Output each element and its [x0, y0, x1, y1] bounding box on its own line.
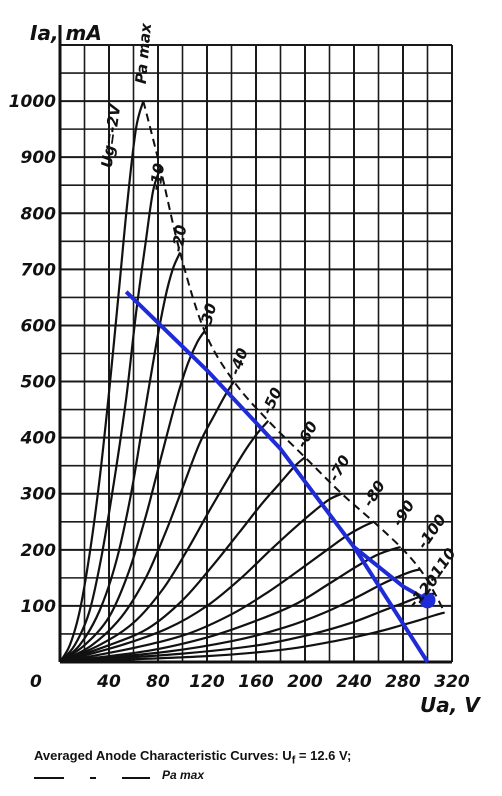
pa-max-legend: Pa max: [34, 768, 334, 788]
curve-label: -20: [169, 224, 191, 253]
legend-dash-2: [90, 777, 96, 779]
curve-120: [59, 611, 445, 664]
curve-80: [59, 520, 375, 664]
load-line-group: [124, 290, 436, 664]
curve-40: [59, 380, 235, 663]
x-tick-label: 0: [30, 672, 42, 692]
curve-50: [59, 420, 270, 664]
curve-label: -60: [293, 418, 322, 450]
curve-10: [59, 168, 162, 663]
load-line: [124, 290, 429, 603]
x-tick-label: 320: [434, 672, 470, 692]
pa-max-legend-label: Pa max: [162, 768, 205, 782]
x-tick-label: 200: [287, 672, 323, 692]
x-tick-label: 120: [189, 672, 225, 692]
curve-label: -30: [196, 301, 220, 332]
y-tick-label: 200: [21, 541, 57, 561]
x-tick-label: 160: [238, 672, 274, 692]
x-tick-label: 80: [146, 672, 170, 692]
load-line-lower: [352, 545, 430, 664]
x-tick-label: 240: [336, 672, 372, 692]
anode-characteristics-chart: 0 40 80 120 160 200 240 280 320 100 200 300 400 500 60…: [9, 21, 482, 717]
curve-90: [59, 545, 401, 664]
y-tick-label: 1000: [9, 92, 56, 112]
grid: [59, 44, 453, 662]
curve-60: [59, 456, 306, 664]
chart-caption: Averaged Anode Characteristic Curves: Uf…: [34, 748, 494, 767]
curve-label: Ug=-2V: [98, 102, 125, 169]
curve-group: [59, 100, 445, 664]
y-tick-label: 100: [21, 597, 57, 617]
pa-max-curve: [142, 100, 446, 614]
y-tick-label: 500: [21, 373, 57, 393]
curve-label: -50: [258, 385, 286, 417]
curve-20: [59, 252, 182, 663]
pa-max-curve-label: Pa max: [132, 21, 155, 84]
y-tick-label: 600: [21, 316, 57, 336]
pa-max-curve-group: [142, 100, 446, 614]
curve-label: -10: [147, 162, 169, 191]
y-tick-label: 300: [21, 485, 57, 505]
curve-label: -80: [359, 477, 389, 510]
legend-dash-1: [34, 777, 64, 779]
x-tick-label: 40: [96, 672, 121, 692]
caption-lead: Averaged Anode Characteristic Curves: U: [34, 748, 292, 763]
x-axis-label: Ua, V: [420, 693, 481, 717]
curve-ug2v: [59, 100, 145, 663]
tick-labels: 0 40 80 120 160 200 240 280 320 100 200 300 400 500 60…: [9, 92, 470, 692]
y-tick-label: 900: [21, 148, 57, 168]
y-axis-label: Ia, mA: [30, 21, 102, 45]
curve-label: -90: [389, 497, 419, 530]
curve-100: [59, 568, 421, 664]
y-tick-label: 700: [21, 260, 57, 280]
caption-subscript: f: [291, 754, 296, 767]
axes: [58, 25, 452, 664]
operating-point: [419, 592, 436, 609]
curve-30: [59, 330, 206, 663]
caption-tail: = 12.6 V;: [295, 748, 352, 763]
legend-dash-3: [122, 777, 150, 779]
y-tick-label: 800: [21, 204, 57, 224]
curve-label: -40: [226, 346, 252, 378]
y-tick-label: 400: [20, 429, 57, 449]
x-tick-label: 280: [385, 672, 421, 692]
